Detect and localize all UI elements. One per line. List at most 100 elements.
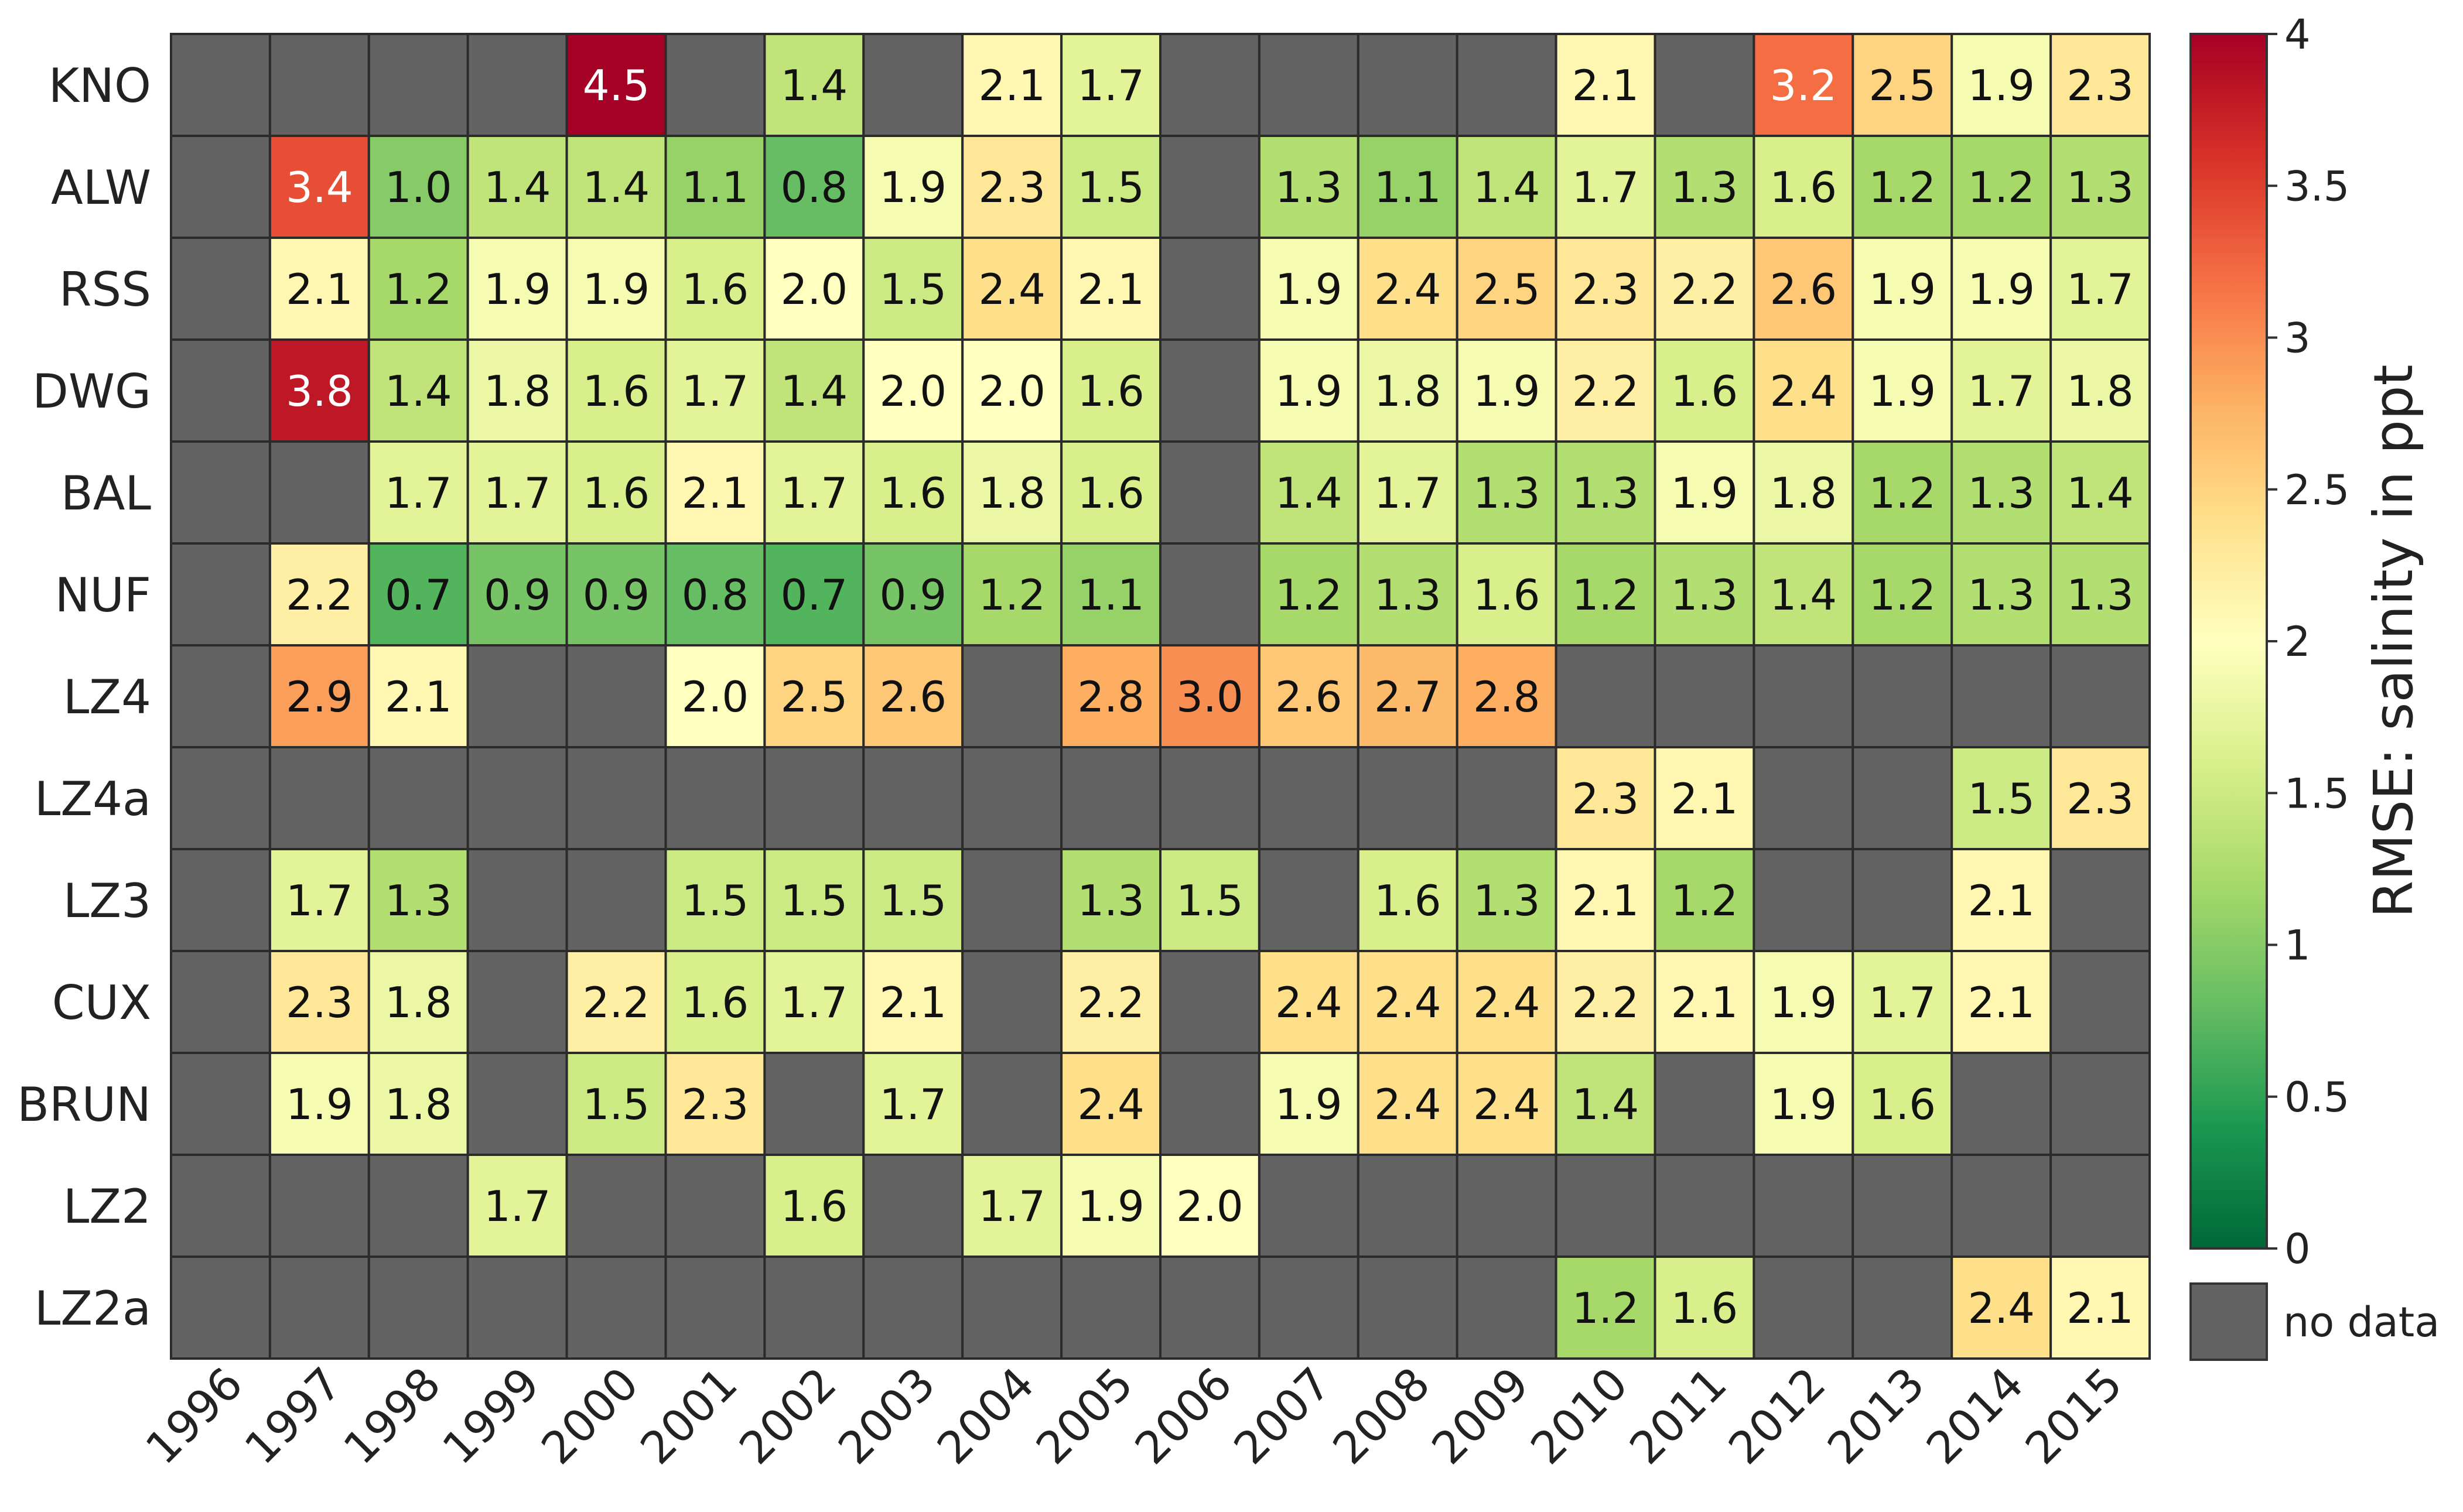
y-tick-label: NUF <box>55 568 151 622</box>
x-tick-label: 2010 <box>1521 1357 1638 1475</box>
cell-value-label: 1.3 <box>1572 468 1639 518</box>
heatmap-cell-no-data <box>961 644 1063 748</box>
heatmap-cell <box>961 135 1063 239</box>
heatmap-cell <box>1950 542 2052 646</box>
cell-value-label: 1.3 <box>1473 468 1540 518</box>
heatmap-cell <box>961 338 1063 443</box>
heatmap-cell <box>1456 644 1557 748</box>
cell-value-label: 2.3 <box>2066 61 2134 110</box>
heatmap-cell <box>1950 440 2052 545</box>
x-tick-label: 2011 <box>1620 1357 1737 1475</box>
cell-value-label: 4.5 <box>583 61 650 110</box>
heatmap-cell-no-data <box>268 440 370 545</box>
x-tick-label: 1996 <box>135 1357 252 1475</box>
heatmap-cell <box>862 135 964 239</box>
heatmap-cell-no-data <box>170 644 271 748</box>
cell-value-label: 1.5 <box>880 265 947 314</box>
cell-value-label: 2.1 <box>385 672 452 721</box>
heatmap-cell-no-data <box>961 1256 1063 1360</box>
heatmap-cell-no-data <box>466 1052 568 1156</box>
heatmap-cell <box>268 237 370 341</box>
cell-value-label: 1.6 <box>1077 367 1145 416</box>
cell-value-label: 1.3 <box>1967 468 2035 518</box>
heatmap-cell-no-data <box>664 746 766 850</box>
heatmap-cell-no-data <box>961 746 1063 850</box>
heatmap-cell-no-data <box>664 1154 766 1258</box>
cell-value-label: 2.4 <box>1770 367 1837 416</box>
colorbar-tick-label: 0 <box>2284 1225 2311 1273</box>
cell-value-label: 2.6 <box>880 672 947 721</box>
colorbar-tick-label: 2 <box>2284 618 2311 666</box>
heatmap-cell-no-data <box>170 542 271 646</box>
y-tick-label: CUX <box>52 976 151 1030</box>
heatmap-cell-no-data <box>1357 746 1458 850</box>
heatmap-cell-no-data <box>170 1154 271 1258</box>
cell-value-label: 2.6 <box>1275 672 1342 721</box>
cell-value-label: 1.2 <box>1572 570 1639 620</box>
cell-value-label: 1.7 <box>286 876 353 925</box>
cell-value-label: 1.8 <box>1374 367 1441 416</box>
cell-value-label: 0.9 <box>484 570 551 620</box>
cell-value-label: 1.5 <box>880 876 947 925</box>
heatmap-cell-no-data <box>367 1154 469 1258</box>
heatmap-cell-no-data <box>862 33 964 137</box>
cell-value-label: 1.1 <box>1077 570 1145 620</box>
heatmap-cell <box>862 440 964 545</box>
cell-value-label: 1.5 <box>682 876 749 925</box>
heatmap-cell-labels: 4.5 1.4 2.1 1.7 2.1 3.2 2.5 1.9 2.3 3.4 1.0 1.4 1.4 1… <box>286 61 2134 1333</box>
cell-value-label: 1.8 <box>385 1080 452 1129</box>
cell-value-label: 2.1 <box>880 978 947 1027</box>
heatmap-cell <box>565 237 667 341</box>
cell-value-label: 2.4 <box>1374 1080 1441 1129</box>
heatmap-cell <box>961 542 1063 646</box>
heatmap-cell <box>1357 848 1458 952</box>
heatmap-cell <box>1060 950 1162 1054</box>
heatmap-cell-no-data <box>1753 644 1854 748</box>
colorbar-tick-label: 4 <box>2284 11 2311 59</box>
x-tick-label: 2007 <box>1224 1357 1341 1475</box>
heatmap-cell-no-data <box>1456 1256 1557 1360</box>
heatmap-cell <box>1753 1052 1854 1156</box>
heatmap-cell <box>1357 1052 1458 1156</box>
heatmap-cell-no-data <box>1753 1154 1854 1258</box>
heatmap-cell <box>1060 1154 1162 1258</box>
colorbar-tick-label: 2.5 <box>2284 466 2349 514</box>
cell-value-label: 1.9 <box>1077 1182 1145 1231</box>
heatmap-cell-no-data <box>1950 1154 2052 1258</box>
heatmap-cell <box>1357 338 1458 443</box>
cell-value-label: 1.9 <box>1869 265 1936 314</box>
cell-value-label: 1.3 <box>1077 876 1145 925</box>
cell-value-label: 2.0 <box>880 367 947 416</box>
heatmap-cell <box>862 542 964 646</box>
cell-value-label: 1.6 <box>583 468 650 518</box>
heatmap-cell-no-data <box>565 746 667 850</box>
heatmap-cell-no-data <box>466 950 568 1054</box>
cell-value-label: 1.5 <box>781 876 848 925</box>
cell-value-label: 1.9 <box>1869 367 1936 416</box>
heatmap-cell <box>2049 237 2151 341</box>
heatmap-cell-no-data <box>1258 33 1359 137</box>
x-tick-label: 2001 <box>630 1357 747 1475</box>
heatmap-cell-no-data <box>1456 746 1557 850</box>
heatmap-cell <box>367 542 469 646</box>
cell-value-label: 1.6 <box>1473 570 1540 620</box>
x-tick-label: 2003 <box>828 1357 945 1475</box>
cell-value-label: 2.6 <box>1770 265 1837 314</box>
heatmap-cell <box>268 338 370 443</box>
heatmap-cell <box>466 1154 568 1258</box>
cell-value-label: 1.3 <box>2066 570 2134 620</box>
y-tick-label: LZ3 <box>63 874 151 928</box>
heatmap-cell <box>961 440 1063 545</box>
heatmap-cell <box>1060 542 1162 646</box>
heatmap-cell <box>664 542 766 646</box>
cell-value-label: 2.0 <box>781 265 848 314</box>
heatmap-cell-no-data <box>2049 644 2151 748</box>
cell-value-label: 1.3 <box>1671 163 1738 212</box>
heatmap-cell <box>1654 848 1755 952</box>
cell-value-label: 2.1 <box>1572 876 1639 925</box>
heatmap-cell <box>2049 746 2151 850</box>
heatmap-cell-no-data <box>961 1052 1063 1156</box>
heatmap-cell <box>664 440 766 545</box>
heatmap-cell-no-data <box>1159 746 1260 850</box>
cell-value-label: 1.6 <box>1671 1284 1738 1333</box>
